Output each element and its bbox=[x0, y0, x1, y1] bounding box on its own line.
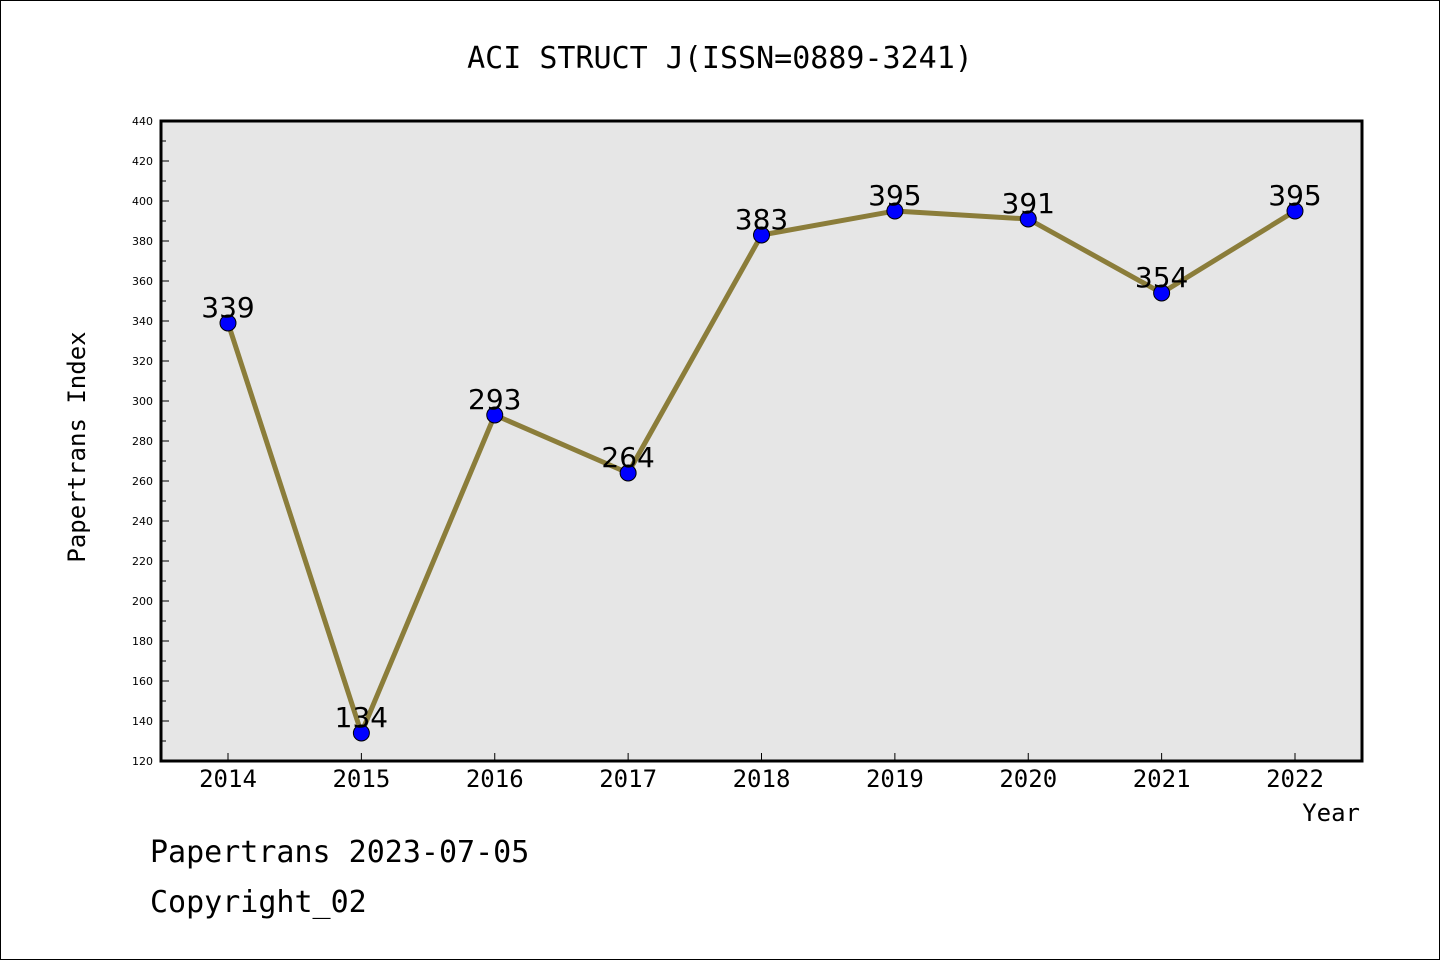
y-tick-label: 320 bbox=[132, 355, 153, 368]
y-axis: 120 140 160 180 200 220 240 260 280 300 320 340 360 3… bbox=[132, 115, 169, 768]
y-axis-label: Papertrans Index bbox=[63, 331, 91, 562]
data-label: 339 bbox=[201, 291, 254, 324]
data-point bbox=[1019, 210, 1037, 228]
x-tick-label: 2018 bbox=[733, 765, 791, 793]
x-tick-label: 2020 bbox=[999, 765, 1057, 793]
data-point bbox=[352, 724, 370, 742]
y-tick-label: 380 bbox=[132, 235, 153, 248]
data-point bbox=[886, 202, 904, 220]
x-tick-label: 2017 bbox=[599, 765, 657, 793]
y-tick-label: 240 bbox=[132, 515, 153, 528]
y-tick-label: 180 bbox=[132, 635, 153, 648]
y-tick-label: 400 bbox=[132, 195, 153, 208]
x-tick-label: 2022 bbox=[1266, 765, 1324, 793]
data-label: 293 bbox=[468, 383, 521, 416]
y-tick-label: 440 bbox=[132, 115, 153, 128]
y-tick-label: 260 bbox=[132, 475, 153, 488]
x-tick-label: 2016 bbox=[466, 765, 524, 793]
footer-date-line: Papertrans 2023-07-05 bbox=[150, 835, 530, 870]
points-layer bbox=[219, 202, 1304, 742]
y-tick-label: 280 bbox=[132, 435, 153, 448]
x-tick-label: 2021 bbox=[1133, 765, 1191, 793]
x-axis-label: Year bbox=[1302, 799, 1360, 827]
x-tick-label: 2015 bbox=[332, 765, 390, 793]
data-point bbox=[486, 406, 504, 424]
y-tick-label: 140 bbox=[132, 715, 153, 728]
y-tick-label: 360 bbox=[132, 275, 153, 288]
chart-title: ACI STRUCT J(ISSN=0889-3241) bbox=[467, 41, 973, 76]
data-point bbox=[1153, 284, 1171, 302]
data-point bbox=[619, 464, 637, 482]
data-labels-layer: 339 134 293 264 383 395 391 354 395 bbox=[201, 179, 1321, 734]
x-tick-label: 2019 bbox=[866, 765, 924, 793]
data-label: 395 bbox=[868, 179, 921, 212]
y-tick-label: 160 bbox=[132, 675, 153, 688]
y-tick-label: 420 bbox=[132, 155, 153, 168]
data-point bbox=[219, 314, 237, 332]
data-label: 395 bbox=[1268, 179, 1321, 212]
data-point bbox=[753, 226, 770, 244]
x-tick-label: 2014 bbox=[199, 765, 257, 793]
data-label: 264 bbox=[601, 441, 654, 474]
data-label: 391 bbox=[1002, 187, 1055, 220]
y-tick-label: 300 bbox=[132, 395, 153, 408]
data-label: 134 bbox=[335, 701, 388, 734]
data-label: 354 bbox=[1135, 261, 1188, 294]
data-point bbox=[1286, 202, 1304, 220]
footer-copyright-line: Copyright_02 bbox=[150, 885, 367, 920]
y-tick-label: 340 bbox=[132, 315, 153, 328]
y-tick-label: 220 bbox=[132, 555, 153, 568]
y-tick-label: 120 bbox=[132, 755, 153, 768]
x-axis: 2014 2015 2016 2017 2018 2019 2020 2021 2022 bbox=[199, 753, 1324, 793]
data-label: 383 bbox=[735, 203, 788, 236]
y-tick-label: 200 bbox=[132, 595, 153, 608]
